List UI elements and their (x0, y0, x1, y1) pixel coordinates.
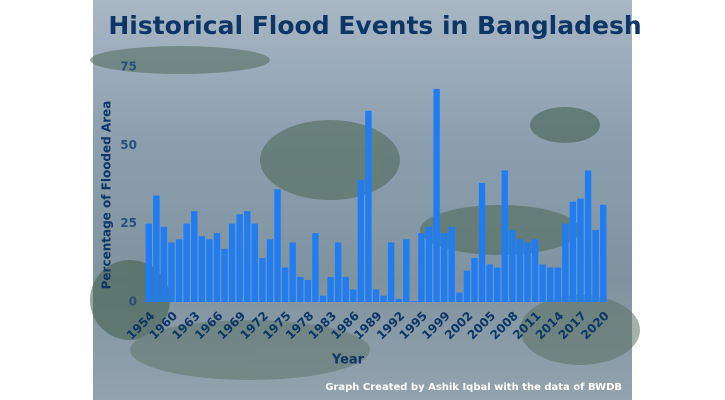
bar (592, 229, 599, 302)
bar (509, 229, 516, 302)
bar (198, 236, 205, 302)
chart-title: Historical Flood Events in Bangladesh (108, 11, 641, 40)
y-tick-label: 50 (120, 138, 137, 152)
bar (395, 298, 402, 302)
bar (471, 258, 478, 302)
bar (463, 270, 471, 302)
bar (569, 201, 577, 302)
bar (206, 239, 213, 302)
bar (244, 211, 251, 302)
bar (365, 110, 372, 302)
bar (516, 239, 524, 302)
bar (478, 182, 486, 302)
bar (297, 276, 304, 302)
bar (266, 239, 274, 302)
bar (319, 295, 327, 302)
bar (433, 88, 440, 302)
bar (440, 233, 448, 302)
bar (493, 267, 501, 302)
bar (448, 226, 455, 302)
bar (425, 226, 433, 302)
bar (357, 179, 365, 302)
bar (228, 223, 236, 302)
bar (403, 239, 410, 302)
y-tick-label: 25 (120, 216, 137, 230)
bar (410, 301, 418, 302)
bar (600, 204, 607, 302)
bar (418, 233, 425, 302)
bar (387, 242, 395, 302)
bar (486, 264, 493, 302)
bar (213, 233, 221, 302)
bar (380, 295, 387, 302)
bar (577, 198, 584, 302)
bar (554, 267, 561, 302)
bar (350, 289, 357, 302)
bar (304, 280, 312, 302)
bar (501, 170, 508, 302)
y-tick-label: 75 (120, 60, 137, 74)
bar (281, 267, 289, 302)
bar (372, 289, 380, 302)
x-axis-label: Year (331, 353, 365, 368)
bar (456, 292, 463, 302)
bar (259, 258, 266, 302)
bar (168, 242, 175, 302)
bar (327, 276, 334, 302)
bar (251, 223, 259, 302)
bar (160, 226, 168, 302)
bar (312, 233, 319, 302)
bar (289, 242, 296, 302)
y-axis-label: Percentage of Flooded Area (100, 101, 114, 290)
bar (334, 242, 342, 302)
bar (236, 214, 243, 302)
bar (562, 223, 569, 302)
bar (183, 223, 190, 302)
y-tick-label: 0 (129, 295, 137, 309)
bar (584, 170, 592, 302)
bar (547, 267, 554, 302)
bar (531, 239, 539, 302)
bar (274, 189, 281, 302)
photo-greenery (90, 46, 640, 380)
credit-annotation: Graph Created by Ashik Iqbal with the da… (325, 382, 622, 393)
bar (221, 248, 228, 302)
bar (191, 211, 198, 302)
bar (145, 223, 152, 302)
bar (153, 195, 160, 302)
bar (342, 276, 349, 302)
bar (524, 242, 531, 302)
bar (175, 239, 183, 302)
bar (539, 264, 546, 302)
